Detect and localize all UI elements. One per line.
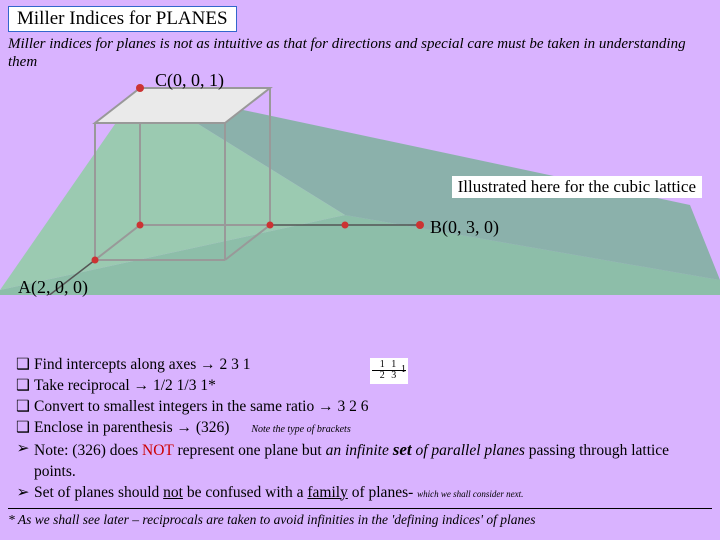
bullet-text: Find intercepts along axes → 2 3 1	[34, 355, 708, 376]
square-bullet-icon: ❑	[12, 418, 34, 439]
slide-title-box: Miller Indices for PLANES	[8, 6, 237, 32]
label-b: B(0, 3, 0)	[430, 217, 499, 238]
bullet-item: ❑ Take reciprocal → 1/2 1/3 1*	[12, 376, 708, 397]
not-emphasis: NOT	[142, 442, 174, 459]
bullet-text: Set of planes should not be confused wit…	[34, 483, 708, 504]
bracket-note: Note the type of brackets	[251, 424, 350, 435]
bullet-item: ➢ Note: (326) does NOT represent one pla…	[12, 439, 708, 483]
tail-note: which we shall consider next.	[417, 489, 523, 499]
bullet-text: Take reciprocal → 1/2 1/3 1*	[34, 376, 708, 397]
square-bullet-icon: ❑	[12, 397, 34, 418]
label-a: A(2, 0, 0)	[18, 277, 88, 298]
bullet-item: ❑ Find intercepts along axes → 2 3 1	[12, 355, 708, 376]
slide-title: Miller Indices for PLANES	[17, 8, 228, 29]
label-c: C(0, 0, 1)	[155, 70, 224, 91]
bullet-text-main: Enclose in parenthesis → (326)	[34, 419, 229, 436]
intro-text: Miller indices for planes is not as intu…	[8, 35, 712, 71]
set-emphasis: set	[393, 440, 412, 459]
bullet-item: ❑ Enclose in parenthesis → (326) Note th…	[12, 418, 708, 439]
square-bullet-icon: ❑	[12, 376, 34, 397]
family-underline: family	[307, 484, 347, 501]
illustration-caption: Illustrated here for the cubic lattice	[452, 176, 702, 198]
bullet-text: Convert to smallest integers in the same…	[34, 397, 708, 418]
not-underline: not	[163, 484, 183, 501]
footnote-text: * As we shall see later – reciprocals ar…	[8, 508, 712, 528]
bullet-list: ❑ Find intercepts along axes → 2 3 1 ❑ T…	[12, 355, 708, 503]
arrow-bullet-icon: ➢	[12, 483, 34, 504]
bullet-text: Note: (326) does NOT represent one plane…	[34, 439, 708, 483]
square-bullet-icon: ❑	[12, 355, 34, 376]
bullet-item: ❑ Convert to smallest integers in the sa…	[12, 397, 708, 418]
arrow-bullet-icon: ➢	[12, 439, 34, 483]
bullet-text: Enclose in parenthesis → (326) Note the …	[34, 418, 708, 439]
bullet-item: ➢ Set of planes should not be confused w…	[12, 483, 708, 504]
